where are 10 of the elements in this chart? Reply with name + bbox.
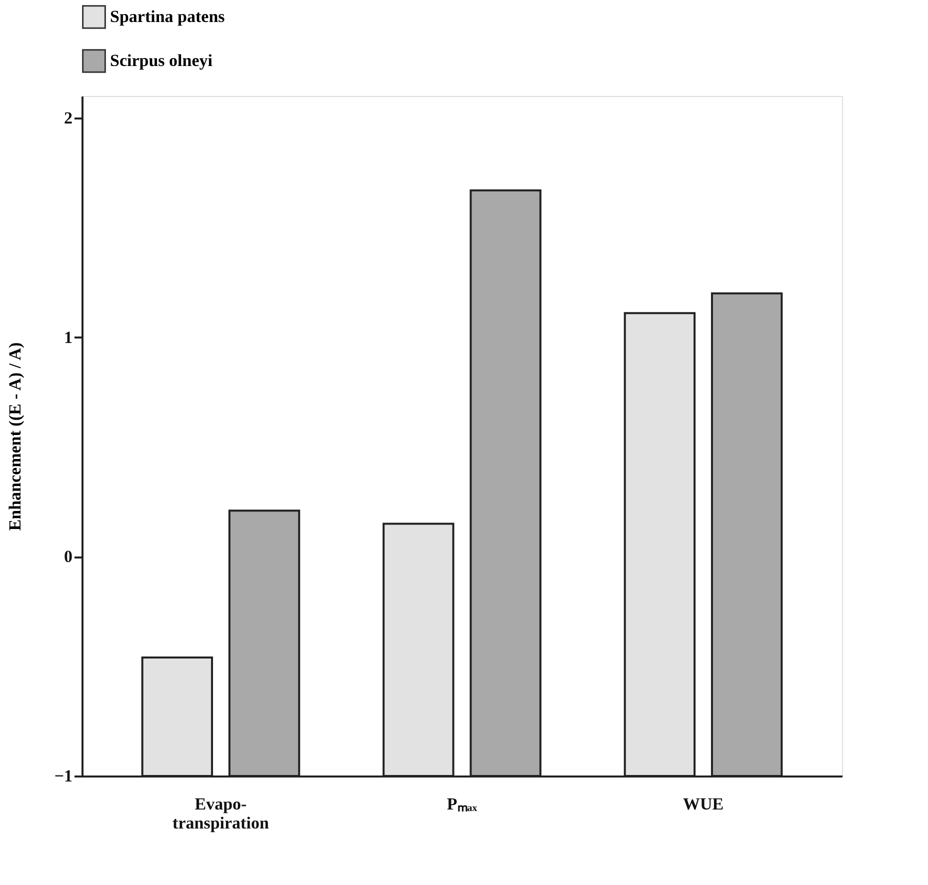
y-tick-label: 1: [64, 328, 72, 347]
x-tick-label: WUE: [682, 794, 724, 814]
y-tick-label: −1: [54, 766, 72, 786]
y-tick-label: 2: [64, 108, 72, 128]
x-tick-label: Evapo- transpiration: [172, 794, 270, 832]
x-tick-label: Pₘₐₓ: [446, 794, 478, 814]
y-tick-label: 0: [64, 547, 72, 566]
y-axis-title: Enhancement ((E - A) / A): [5, 342, 24, 531]
legend-label: Spartina patens: [110, 7, 226, 26]
legend-label: Scirpus olneyi: [110, 51, 213, 70]
